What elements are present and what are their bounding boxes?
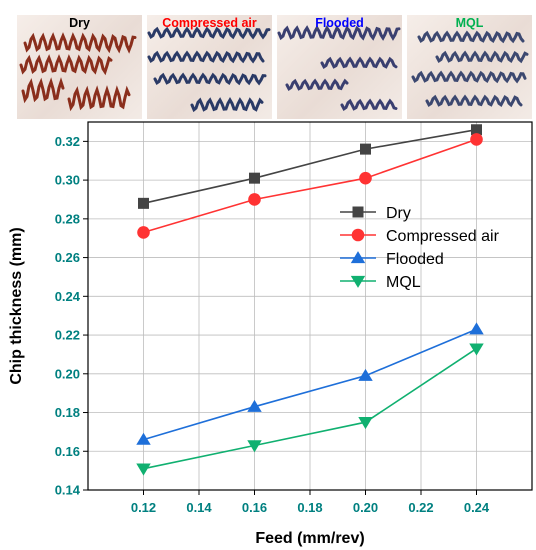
chip-curl	[67, 85, 131, 112]
y-tick-label: 0.30	[55, 173, 80, 188]
data-point-dry	[471, 124, 482, 136]
data-point-mql	[469, 343, 484, 356]
chip-photos: Dry Compressed air Flooded MQL	[17, 15, 535, 119]
panel-label: Dry	[69, 16, 90, 30]
x-tick-label: 0.16	[242, 500, 267, 515]
data-series	[136, 124, 484, 476]
data-point-flooded	[136, 432, 151, 445]
photo-panel-compressed-air: Compressed air	[147, 15, 272, 119]
data-point-flooded	[247, 399, 262, 412]
y-tick-label: 0.28	[55, 211, 80, 226]
x-tick-label: 0.24	[464, 500, 490, 515]
chip-curl	[340, 98, 398, 111]
chip-thickness-chart: 0.12 0.14 0.16 0.18 0.20 0.22 0.24 0.14 0.16 0.18…	[8, 121, 533, 547]
data-point-compressed-air	[359, 171, 372, 185]
panel-label: Compressed air	[162, 16, 257, 30]
x-tick-label: 0.20	[353, 500, 378, 515]
series-flooded	[136, 322, 484, 445]
data-point-dry	[360, 143, 371, 155]
series-compressed-air	[137, 133, 483, 239]
data-point-compressed-air	[248, 193, 261, 206]
data-point-mql	[358, 417, 373, 430]
data-point-mql	[247, 440, 262, 453]
legend-marker	[352, 206, 364, 218]
chip-illustration	[147, 26, 271, 113]
legend-marker	[350, 251, 366, 264]
data-point-compressed-air	[470, 133, 483, 146]
y-axis-title: Chip thickness (mm)	[8, 227, 25, 384]
data-point-dry	[138, 197, 149, 209]
legend-item-dry: Dry	[340, 205, 411, 222]
y-tick-label: 0.16	[55, 444, 80, 459]
x-axis-title: Feed (mm/rev)	[255, 530, 364, 547]
photo-panel-mql: MQL	[407, 15, 532, 119]
chip-curl	[285, 78, 349, 91]
chip-curl	[153, 72, 267, 86]
series-mql	[136, 343, 484, 476]
legend-marker	[351, 228, 365, 242]
data-point-flooded	[469, 322, 484, 335]
y-tick-label: 0.32	[55, 134, 80, 149]
y-tick-label: 0.18	[55, 405, 80, 420]
y-tick-label: 0.24	[55, 289, 81, 304]
panel-label: Flooded	[315, 16, 364, 30]
chip-curl	[23, 32, 137, 54]
y-tick-label: 0.26	[55, 250, 80, 265]
chip-curl	[277, 25, 401, 41]
chip-illustration	[19, 32, 137, 112]
chip-curl	[320, 56, 398, 69]
grid-lines	[88, 122, 532, 491]
series-line-mql	[143, 347, 477, 470]
chip-curl	[21, 77, 65, 104]
data-point-flooded	[358, 368, 373, 381]
chip-curl	[435, 50, 529, 64]
legend-item-compressed-air: Compressed air	[340, 228, 500, 245]
chip-illustration	[411, 30, 529, 108]
x-tick-label: 0.12	[131, 500, 156, 515]
series-line-dry	[143, 128, 477, 205]
chip-curl	[411, 70, 527, 84]
y-tick-label: 0.14	[55, 483, 81, 498]
legend: Dry Compressed air Flooded MQL	[340, 205, 500, 291]
chip-curl	[190, 97, 264, 113]
x-tick-label: 0.18	[297, 500, 322, 515]
data-point-compressed-air	[137, 226, 150, 239]
series-dry	[138, 124, 482, 209]
legend-marker	[350, 275, 366, 288]
panel-label: MQL	[455, 16, 484, 30]
chip-curl	[19, 54, 113, 76]
data-point-mql	[136, 463, 151, 476]
chip-curl	[417, 30, 525, 44]
data-point-dry	[249, 172, 260, 184]
legend-label: MQL	[386, 274, 421, 291]
chip-illustration	[277, 25, 401, 111]
chip-curl	[147, 50, 265, 64]
photo-panel-dry: Dry	[17, 15, 142, 119]
chip-curl	[425, 94, 523, 108]
legend-label: Dry	[386, 205, 411, 222]
legend-item-flooded: Flooded	[340, 251, 444, 268]
series-line-flooded	[143, 328, 477, 441]
legend-label: Flooded	[386, 251, 444, 268]
y-tick-label: 0.20	[55, 366, 80, 381]
series-line-compressed-air	[143, 138, 477, 234]
photo-panel-flooded: Flooded	[277, 15, 402, 119]
chip-curl	[147, 26, 271, 40]
legend-item-mql: MQL	[340, 274, 421, 291]
x-tick-label: 0.22	[408, 500, 433, 515]
axis-ticks: 0.12 0.14 0.16 0.18 0.20 0.22 0.24 0.14 0.16 0.18…	[55, 134, 490, 515]
x-tick-label: 0.14	[186, 500, 212, 515]
y-tick-label: 0.22	[55, 328, 80, 343]
legend-label: Compressed air	[386, 228, 500, 245]
